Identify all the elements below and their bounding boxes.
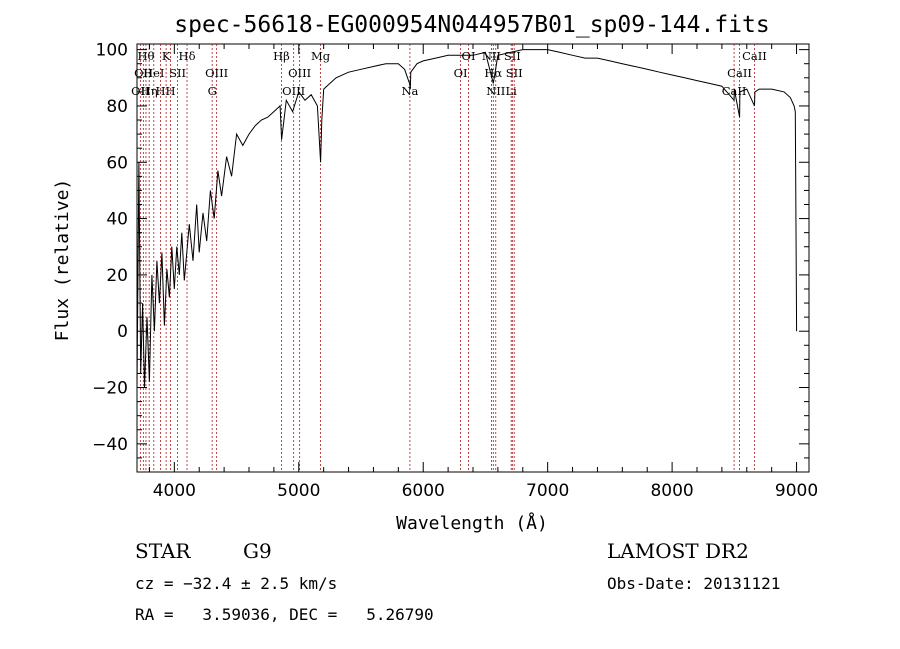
spectral-line-label: OII	[131, 84, 150, 98]
star-type-label: STAR	[135, 539, 191, 563]
survey-label: LAMOST DR2	[607, 539, 749, 563]
y-axis-ticks: −40 −20 0 20 40 60 80 100	[92, 41, 809, 473]
spectral-line-label: OIII	[288, 66, 311, 80]
coordinates-label: RA = 3.59036, DEC = 5.26790	[135, 605, 434, 624]
y-tick-label: 60	[106, 153, 128, 173]
plot-area: OIIOIIHθHηHeIHKHSIIHδGOIIIHβOIIIOIIIMgNa…	[92, 41, 818, 501]
spectral-line-label: H	[156, 84, 166, 98]
spectral-line-label: Mg	[311, 49, 331, 63]
y-tick-label: 20	[106, 266, 128, 286]
spectral-line-label: OIII	[282, 84, 305, 98]
spectral-line-label: CaII	[727, 66, 752, 80]
spectral-line-label: G	[208, 84, 217, 98]
spectral-line-label: Hη	[141, 84, 158, 98]
spectral-line-label: K	[162, 49, 171, 63]
spectral-line-label: SII	[506, 66, 523, 80]
spectral-line-label: OI	[454, 66, 468, 80]
subclass-label: G9	[243, 539, 272, 563]
spectral-line-label: Li	[506, 84, 518, 98]
spectral-line-labels: OIIOIIHθHηHeIHKHSIIHδGOIIIHβOIIIOIIIMgNa…	[131, 49, 767, 98]
y-tick-label: 40	[106, 210, 128, 230]
x-tick-label: 7000	[526, 481, 569, 501]
y-tick-label: −20	[92, 379, 128, 399]
spectral-line-label: HeI	[143, 66, 164, 80]
y-tick-label: 80	[106, 97, 128, 117]
chart-title: spec-56618-EG000954N044957B01_sp09-144.f…	[174, 12, 769, 38]
spectral-line-label: CaII	[742, 49, 767, 63]
obs-date-label: Obs-Date: 20131121	[607, 574, 780, 593]
x-tick-label: 9000	[775, 481, 818, 501]
spectral-line-label: OIII	[205, 66, 228, 80]
x-tick-label: 6000	[402, 481, 445, 501]
spectral-line-label: Hθ	[137, 49, 154, 63]
spectral-line-label: Hα	[484, 66, 502, 80]
y-tick-label: 0	[117, 322, 128, 342]
x-tick-label: 8000	[650, 481, 693, 501]
spectral-line-label: OII	[134, 66, 153, 80]
x-tick-label: 4000	[153, 481, 196, 501]
spectral-line-label: Hδ	[179, 49, 196, 63]
y-tick-label: 100	[96, 41, 128, 61]
redshift-label: cz = −32.4 ± 2.5 km/s	[135, 574, 337, 593]
spectral-line-label: NII	[482, 49, 501, 63]
spectral-line-label: H	[165, 84, 175, 98]
x-tick-label: 5000	[277, 481, 320, 501]
y-tick-label: −40	[92, 435, 128, 455]
spectral-line-label: NII	[486, 84, 505, 98]
x-axis-ticks: 4000 5000 6000 7000 8000 9000	[148, 44, 818, 501]
spectral-line-label: Na	[401, 84, 418, 98]
y-axis-label: Flux (relative)	[52, 179, 73, 342]
spectral-line-markers	[139, 44, 755, 472]
spectral-line-label: Hβ	[273, 49, 290, 63]
spectral-line-label: SII	[169, 66, 186, 80]
spectral-line-label: OI	[462, 49, 476, 63]
x-axis-label: Wavelength (Å)	[396, 512, 548, 534]
spectrum-series-line	[136, 49, 798, 388]
plot-frame	[136, 43, 810, 473]
